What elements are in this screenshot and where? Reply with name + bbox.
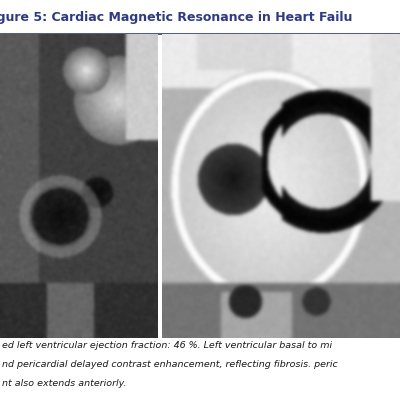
Text: nt also extends anteriorly.: nt also extends anteriorly. <box>2 379 126 388</box>
Bar <box>0 0 400 34</box>
Text: Figure 5: Cardiac Magnetic Resonance in Heart Failu: Figure 5: Cardiac Magnetic Resonance in … <box>0 10 352 24</box>
Text: nd pericardial delayed contrast enhancement, reflecting fibrosis. peric: nd pericardial delayed contrast enhancem… <box>2 360 338 369</box>
Bar <box>0 338 400 400</box>
Text: ed left ventricular ejection fraction: 46 %. Left ventricular basal to mi: ed left ventricular ejection fraction: 4… <box>2 341 332 350</box>
